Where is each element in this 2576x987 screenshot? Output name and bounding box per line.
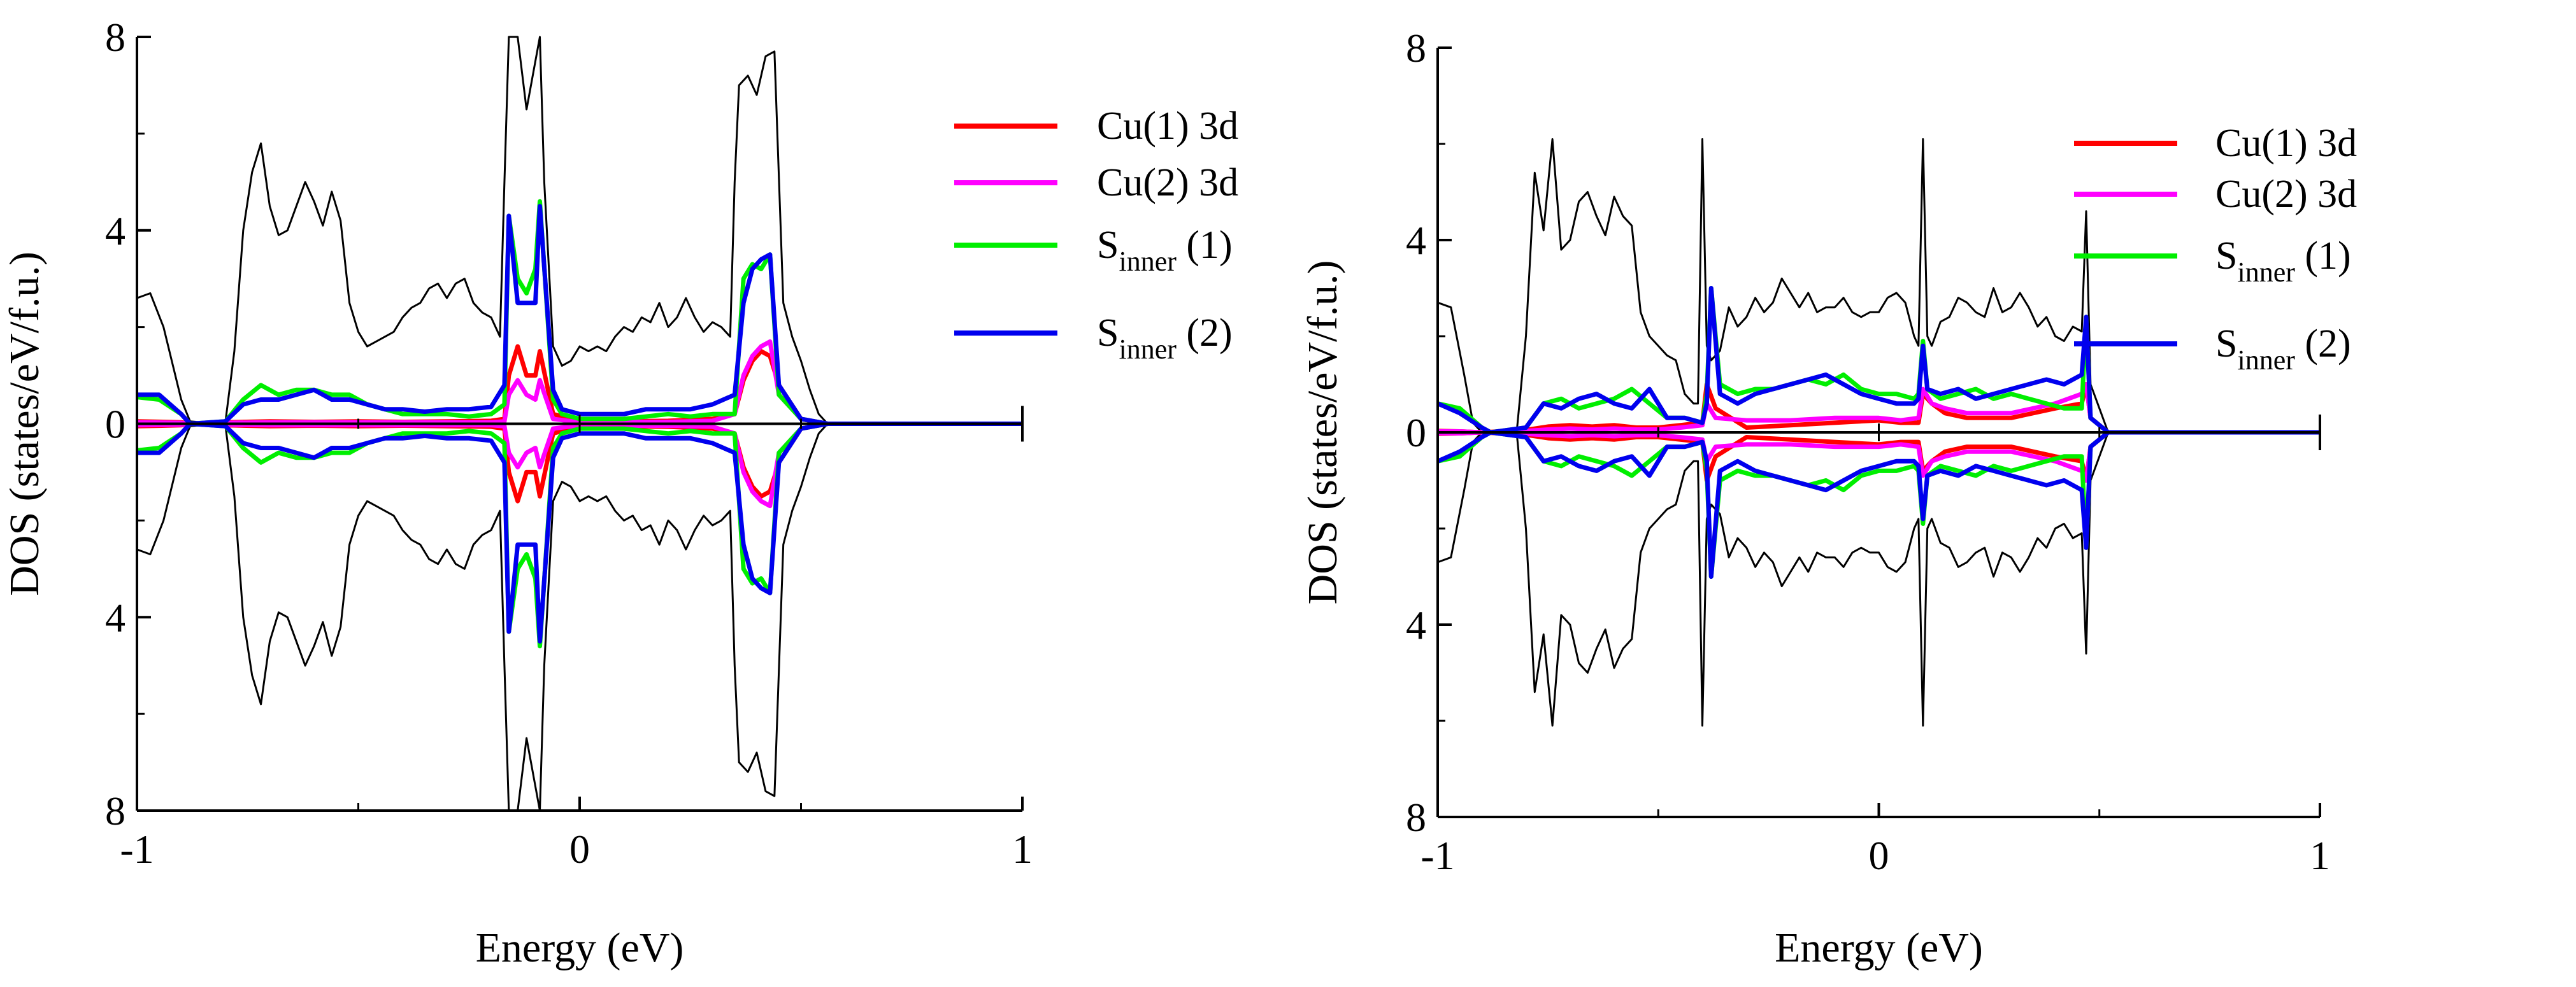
series-line-left-3-down — [136, 422, 1022, 649]
y-tick-label: 8 — [105, 788, 125, 834]
legend-item: Sinner (2) — [2074, 322, 2351, 376]
series-line-left-2-up — [136, 339, 1022, 426]
legend-label-main: Cu(1) 3d — [1097, 104, 1238, 148]
legend-label-subscript: inner — [2237, 344, 2295, 376]
y-tick-label: 4 — [1406, 218, 1426, 263]
legend-label: Cu(2) 3d — [1097, 161, 1238, 204]
legend-item: Cu(2) 3d — [954, 161, 1238, 204]
legend-label-main: S — [1097, 224, 1119, 267]
series-line-right-4-down — [1436, 430, 2320, 579]
legend-label: Sinner (2) — [1097, 311, 1233, 365]
y-axis-title: DOS (states/eV/f.u.) — [1, 252, 48, 596]
series-line-right-3-up — [1437, 286, 2320, 435]
series-line-left-3-up — [136, 199, 1022, 426]
legend-label-main: Cu(1) 3d — [2215, 122, 2357, 165]
x-tick-label: -1 — [120, 827, 154, 872]
x-axis-title: Energy (eV) — [1775, 925, 1983, 971]
legend-item: Cu(2) 3d — [2074, 173, 2357, 216]
y-tick-label: 8 — [1406, 795, 1426, 840]
legend-label: Sinner (1) — [1097, 224, 1233, 277]
y-axis-title: DOS (states/eV/f.u.) — [1299, 260, 1346, 605]
legend-label-suffix: (2) — [2295, 322, 2351, 366]
series-line-right-1-down — [1437, 430, 2320, 483]
series-line-left-0-down — [136, 423, 829, 812]
y-tick-label: 0 — [105, 402, 125, 447]
x-tick-label: 1 — [1012, 827, 1033, 872]
series-line-left-0-up — [136, 36, 829, 425]
y-tick-label: 8 — [1406, 25, 1426, 71]
legend-item: Sinner (1) — [954, 224, 1233, 277]
y-tick-label: 4 — [1406, 602, 1426, 648]
legend-label: Sinner (1) — [2215, 234, 2351, 288]
legend-label-main: Cu(2) 3d — [1097, 161, 1238, 204]
x-axis-title: Energy (eV) — [476, 925, 684, 971]
series-line-left-4-down — [137, 422, 1022, 644]
legend-label: Cu(1) 3d — [2215, 122, 2357, 165]
x-tick-label: 0 — [1869, 833, 1889, 878]
series-line-left-2-down — [136, 422, 1022, 509]
series-line-left-4-up — [137, 204, 1022, 426]
legend-label-subscript: inner — [2237, 257, 2295, 288]
legend-item: Sinner (2) — [954, 311, 1233, 365]
legend-label: Cu(1) 3d — [1097, 104, 1238, 148]
legend-label: Cu(2) 3d — [2215, 173, 2357, 216]
legend-item: Cu(1) 3d — [954, 104, 1238, 148]
series-line-right-2-down — [1438, 430, 2320, 483]
legend-label-main: S — [1097, 311, 1119, 355]
x-tick-label: 0 — [569, 827, 590, 872]
legend-label-suffix: (2) — [1177, 311, 1233, 355]
series-line-right-1-up — [1437, 382, 2320, 435]
series-line-right-3-down — [1437, 430, 2320, 579]
series-line-right-2-up — [1438, 382, 2320, 435]
series-line-right-0-down — [1437, 431, 2110, 727]
legend-label-main: S — [2215, 234, 2237, 278]
legend-label-subscript: inner — [1119, 246, 1177, 277]
y-tick-label: 4 — [105, 595, 125, 640]
legend-item: Cu(1) 3d — [2074, 122, 2357, 165]
x-tick-label: 1 — [2310, 833, 2330, 878]
y-tick-label: 0 — [1406, 410, 1426, 455]
y-tick-label: 8 — [105, 15, 125, 60]
legend-item: Sinner (1) — [2074, 234, 2351, 288]
series-line-right-0-up — [1437, 138, 2110, 434]
legend-label-subscript: inner — [1119, 334, 1177, 365]
series-line-right-4-up — [1436, 286, 2320, 435]
legend-label-main: S — [2215, 322, 2237, 366]
y-tick-label: 4 — [105, 208, 125, 253]
x-tick-label: -1 — [1420, 833, 1454, 878]
legend-label-main: Cu(2) 3d — [2215, 173, 2357, 216]
legend-label-suffix: (1) — [1177, 224, 1233, 267]
legend-label: Sinner (2) — [2215, 322, 2351, 376]
legend-label-suffix: (1) — [2295, 234, 2351, 278]
